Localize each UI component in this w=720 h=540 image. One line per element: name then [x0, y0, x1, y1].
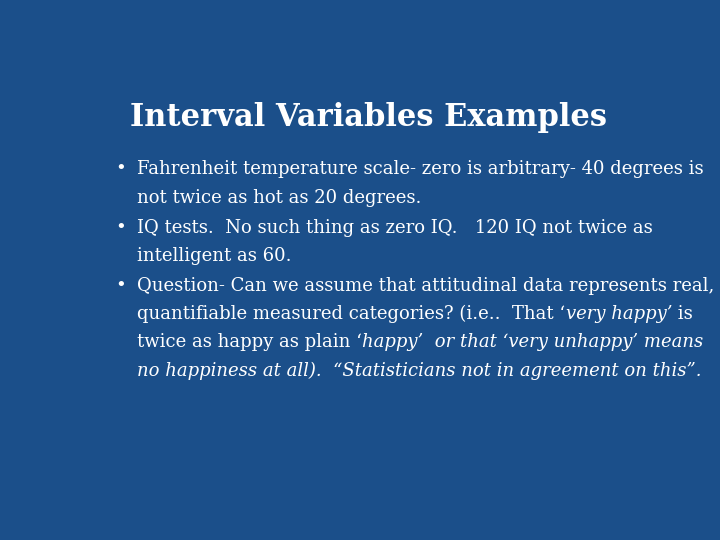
Text: not twice as hot as 20 degrees.: not twice as hot as 20 degrees. — [138, 188, 422, 207]
Text: happy’  or that ‘very unhappy’ means: happy’ or that ‘very unhappy’ means — [362, 333, 703, 352]
Text: Interval Variables Examples: Interval Variables Examples — [130, 102, 608, 133]
Text: IQ tests.  No such thing as zero IQ.   120 IQ not twice as: IQ tests. No such thing as zero IQ. 120 … — [138, 219, 653, 237]
Text: •: • — [115, 219, 126, 237]
Text: quantifiable measured categories? (i.e..  That ‘: quantifiable measured categories? (i.e..… — [138, 305, 565, 323]
Text: intelligent as 60.: intelligent as 60. — [138, 247, 292, 265]
Text: is: is — [672, 305, 693, 323]
Text: very happy’: very happy’ — [565, 305, 672, 323]
Text: Question- Can we assume that attitudinal data represents real,: Question- Can we assume that attitudinal… — [138, 277, 715, 295]
Text: •: • — [115, 277, 126, 295]
Text: no happiness at all).  “Statisticians not in agreement on this”.: no happiness at all). “Statisticians not… — [138, 362, 702, 380]
Text: Fahrenheit temperature scale- zero is arbitrary- 40 degrees is: Fahrenheit temperature scale- zero is ar… — [138, 160, 704, 178]
Text: •: • — [115, 160, 126, 178]
Text: twice as happy as plain ‘: twice as happy as plain ‘ — [138, 333, 362, 352]
